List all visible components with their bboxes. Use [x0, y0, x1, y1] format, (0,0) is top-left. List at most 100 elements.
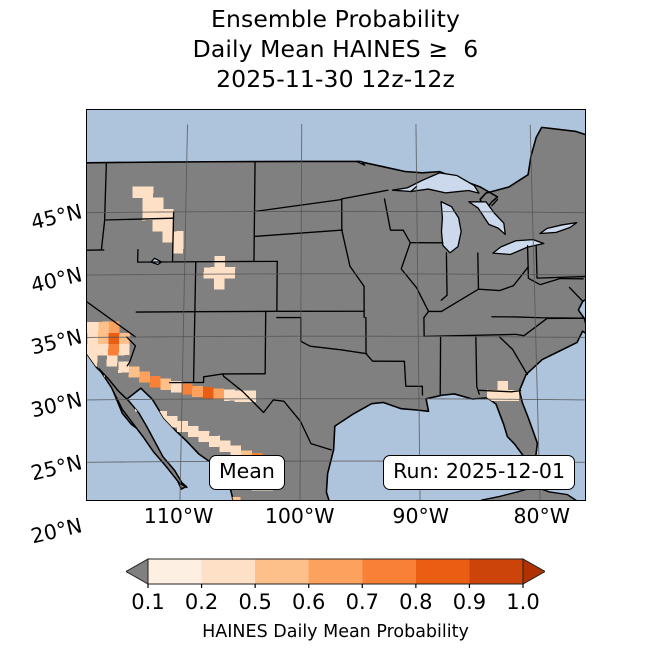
- probability-cell: [162, 231, 174, 243]
- colorbar-band: [362, 559, 417, 584]
- political-border: [87, 301, 137, 338]
- political-border: [477, 252, 480, 290]
- political-border: [168, 310, 267, 384]
- colorbar-tick-label: 0.6: [292, 590, 326, 614]
- probability-cell: [118, 332, 130, 345]
- political-border: [253, 229, 344, 238]
- gridline-parallel: [87, 273, 585, 276]
- probability-cell: [118, 361, 130, 373]
- probability-cell: [214, 267, 225, 279]
- political-border: [87, 249, 105, 251]
- political-border: [402, 229, 444, 244]
- gridline-meridian: [299, 123, 303, 500]
- title-line-1: Ensemble Probability: [211, 5, 460, 33]
- probability-cell: [98, 321, 110, 334]
- colorbar-outline: [147, 558, 524, 585]
- probability-cell: [508, 389, 520, 402]
- colorbar-band: [255, 559, 310, 584]
- political-border: [221, 373, 332, 451]
- probability-cell: [128, 366, 140, 378]
- probability-cell: [106, 355, 118, 367]
- probability-cell: [152, 197, 164, 209]
- map-panel[interactable]: Mean Run: 2025-12-01: [86, 109, 586, 501]
- probability-cell: [181, 383, 193, 395]
- colorbar-band: [415, 559, 470, 584]
- probability-cell: [192, 385, 203, 398]
- political-border: [535, 245, 585, 279]
- political-border: [568, 286, 584, 302]
- political-border: [491, 198, 499, 207]
- colorbar-tick-label: 0.2: [184, 590, 219, 614]
- probability-cell: [87, 344, 98, 356]
- political-border: [427, 266, 529, 313]
- political-border: [253, 198, 343, 213]
- political-border: [475, 335, 480, 395]
- colorbar-tick-label: 1.0: [506, 590, 540, 614]
- probability-cell: [172, 231, 184, 243]
- landmass-baja: [98, 368, 188, 489]
- probability-cell: [213, 278, 225, 290]
- probability-cell: [198, 430, 210, 443]
- lake: [539, 221, 578, 235]
- lat-tick-40: 40°N: [28, 261, 85, 297]
- probability-cell: [203, 267, 215, 279]
- probability-cell: [209, 435, 220, 448]
- probability-cell: [170, 381, 182, 393]
- colorbar-band: [201, 559, 256, 584]
- colorbar-tick-label: 0.7: [345, 590, 379, 614]
- probability-cell: [87, 333, 99, 345]
- probability-cell: [139, 371, 151, 383]
- colorbar-tick-label: 0.5: [238, 590, 272, 614]
- colorbar-tick-label: 0.8: [399, 590, 433, 614]
- graticule: [87, 123, 585, 500]
- colorbar-band: [469, 559, 524, 584]
- colorbar-under-arrow: [126, 558, 149, 585]
- probability-cell: [149, 376, 161, 388]
- colorbar-band: [148, 559, 202, 584]
- political-border: [276, 316, 368, 355]
- colorbar-tick-label: 0.9: [452, 590, 487, 614]
- probability-cell: [497, 389, 509, 402]
- map-canvas: [87, 110, 585, 500]
- figure-title: Ensemble Probability Daily Mean HAINES ≥…: [0, 4, 671, 94]
- gridline-parallel: [87, 335, 585, 338]
- political-border: [383, 198, 404, 231]
- lon-tick-100: 100°W: [264, 504, 335, 528]
- probability-cell: [172, 242, 184, 254]
- political-border: [527, 266, 584, 286]
- political-border: [192, 261, 197, 384]
- lat-tick-30: 30°N: [28, 387, 85, 423]
- colorbar-title: HAINES Daily Mean Probability: [202, 622, 469, 642]
- political-border: [491, 316, 584, 319]
- gridline-meridian: [179, 124, 188, 500]
- probability-cell: [108, 332, 120, 345]
- political-border: [136, 211, 175, 263]
- title-line-2: Daily Mean HAINES ≥ 6: [192, 35, 479, 63]
- probability-cell: [132, 186, 144, 198]
- lon-tick-80: 80°W: [513, 504, 571, 528]
- colorbar-gradient: [126, 558, 545, 588]
- political-border: [105, 217, 175, 221]
- probability-cell: [142, 186, 154, 198]
- probability-cell: [187, 425, 199, 438]
- gridline-parallel: [87, 210, 585, 214]
- probability-cell: [142, 197, 154, 210]
- probability-cell: [97, 344, 109, 356]
- probability-cell: [87, 321, 99, 334]
- political-border: [526, 245, 529, 268]
- probability-cell: [497, 381, 509, 393]
- colorbar-over-arrow: [522, 558, 545, 585]
- gridline-parallel: [87, 460, 585, 463]
- gridline-meridian: [415, 124, 421, 500]
- lat-tick-35: 35°N: [28, 324, 85, 360]
- probability-cell: [118, 343, 130, 356]
- probability-cell: [230, 445, 242, 457]
- lon-tick-90: 90°W: [392, 504, 450, 528]
- title-line-3: 2025-11-30 12z-12z: [216, 65, 455, 93]
- lake: [468, 201, 506, 236]
- political-border: [341, 189, 389, 200]
- colorbar-tick-label: 0.1: [131, 590, 165, 614]
- colorbar[interactable]: [126, 557, 545, 588]
- lake: [356, 160, 366, 166]
